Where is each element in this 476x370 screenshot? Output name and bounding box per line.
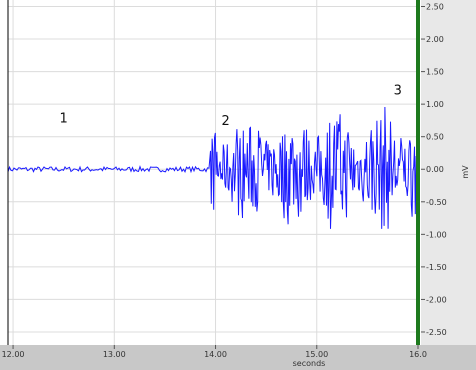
annotation-2: 2 <box>222 114 230 129</box>
x-tick-label: 12.00 <box>2 350 25 359</box>
y-axis-label: mV <box>461 165 470 179</box>
y-tick-label: 1.50 <box>426 68 444 77</box>
x-tick-label: 14.00 <box>204 350 227 359</box>
x-tick-label: 13.00 <box>103 350 126 359</box>
y-tick-label: -2.50 <box>426 328 447 337</box>
annotation-1: 1 <box>60 111 68 126</box>
y-tick-label: -2.00 <box>426 295 447 304</box>
x-axis-panel <box>0 345 476 370</box>
y-tick-label: 0.00 <box>426 165 444 174</box>
y-tick-label: -1.50 <box>426 263 447 272</box>
y-tick-label: 2.00 <box>426 35 444 44</box>
annotation-3: 3 <box>394 83 402 98</box>
y-tick-label: -0.50 <box>426 198 447 207</box>
y-tick-label: 2.50 <box>426 3 444 12</box>
y-tick-label: -1.00 <box>426 230 447 239</box>
y-tick-label: 1.00 <box>426 100 444 109</box>
x-tick-label: 16.0 <box>409 350 427 359</box>
y-tick-label: 0.50 <box>426 133 444 142</box>
x-tick-label: 15.00 <box>305 350 328 359</box>
x-axis-label: seconds <box>293 359 326 368</box>
